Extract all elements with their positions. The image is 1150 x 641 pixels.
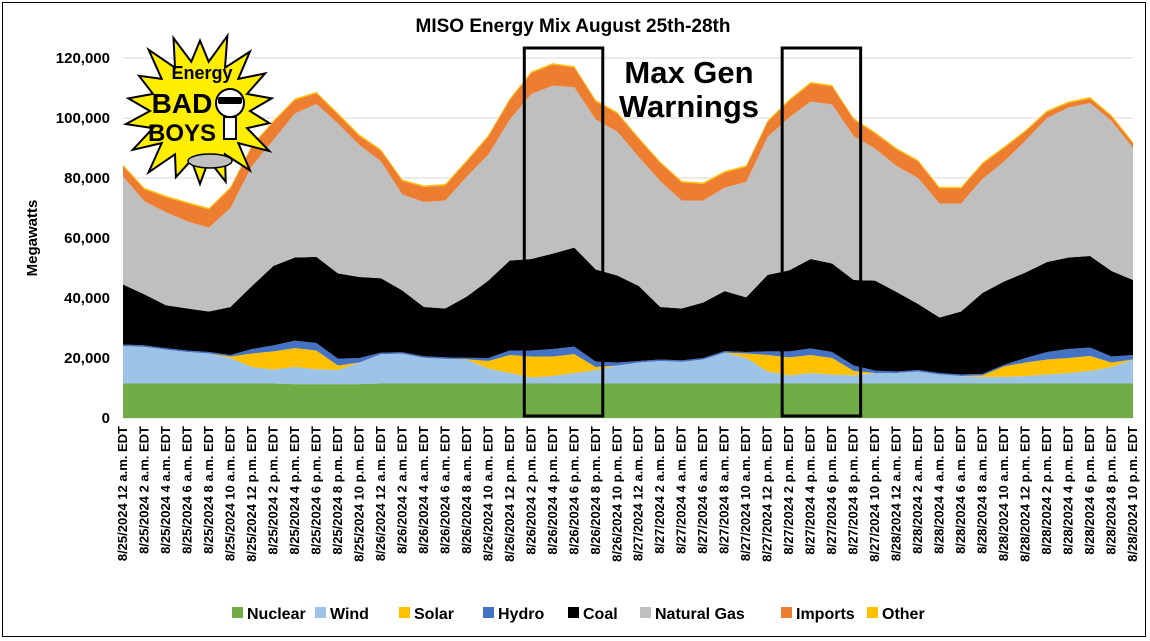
y-axis-label: Megawatts — [24, 200, 41, 277]
area-coal — [123, 247, 1133, 375]
x-tick-label: 8/27/2024 6 a.m. EDT — [695, 426, 710, 554]
x-tick-label: 8/28/2024 4 a.m. EDT — [932, 426, 947, 554]
x-tick-label: 8/26/2024 8 p.m. EDT — [588, 426, 603, 555]
y-tick-label: 40,000 — [64, 290, 110, 307]
legend-swatch-other — [867, 607, 878, 618]
x-tick-label: 8/26/2024 8 a.m. EDT — [459, 426, 474, 554]
x-tick-label: 8/28/2024 4 p.m. EDT — [1061, 426, 1076, 555]
x-tick-label: 8/26/2024 12 a.m. EDT — [373, 426, 388, 561]
legend-swatch-natural-gas — [640, 607, 651, 618]
x-tick-label: 8/26/2024 12 p.m. EDT — [502, 426, 517, 562]
x-tick-label: 8/26/2024 6 a.m. EDT — [437, 426, 452, 554]
x-tick-label: 8/25/2024 12 a.m. EDT — [115, 426, 130, 561]
y-axis-ticks: 0 20,000 40,000 60,000 80,000 100,000 120,000 — [56, 50, 110, 427]
logo-outlet — [187, 153, 233, 169]
x-tick-label: 8/28/2024 10 a.m. EDT — [996, 426, 1011, 561]
x-tick-label: 8/26/2024 10 p.m. EDT — [609, 426, 624, 562]
x-tick-label: 8/27/2024 12 a.m. EDT — [631, 426, 646, 561]
legend-swatch-wind — [315, 607, 326, 618]
x-tick-label: 8/27/2024 4 p.m. EDT — [803, 426, 818, 555]
y-tick-label: 0 — [102, 410, 110, 427]
x-tick-label: 8/28/2024 12 a.m. EDT — [889, 426, 904, 561]
area-natural-gas — [123, 85, 1133, 318]
area-wind — [123, 346, 1133, 385]
x-tick-label: 8/26/2024 2 p.m. EDT — [523, 426, 538, 555]
legend-swatch-solar — [399, 607, 410, 618]
legend-label-other: Other — [882, 606, 925, 623]
x-tick-label: 8/25/2024 10 a.m. EDT — [222, 426, 237, 561]
legend-label-wind: Wind — [330, 606, 369, 623]
logo-text-bad: BAD — [152, 88, 213, 119]
x-tick-label: 8/27/2024 2 p.m. EDT — [781, 426, 796, 555]
warning-boxes — [522, 46, 863, 418]
legend: Nuclear Wind Solar Hydro Coal Natural Gas Impo… — [232, 606, 925, 623]
x-tick-label: 8/27/2024 2 a.m. EDT — [652, 426, 667, 554]
y-tick-label: 60,000 — [64, 230, 110, 247]
legend-swatch-imports — [781, 607, 792, 618]
legend-label-imports: Imports — [796, 606, 855, 623]
legend-swatch-hydro — [483, 607, 494, 618]
legend-swatch-nuclear — [232, 607, 243, 618]
legend-label-coal: Coal — [583, 606, 618, 623]
x-tick-label: 8/27/2024 10 p.m. EDT — [867, 426, 882, 562]
y-tick-label: 20,000 — [64, 350, 110, 367]
legend-swatch-coal — [568, 607, 579, 618]
legend-label-hydro: Hydro — [498, 606, 544, 623]
annotation-line-1: Max Gen — [624, 55, 753, 90]
legend-label-nuclear: Nuclear — [247, 606, 306, 623]
logo-sunglasses — [218, 97, 242, 104]
chart-svg: 020,00040,00060,00080,000100,000120,000 … — [24, 16, 1140, 623]
x-tick-label: 8/25/2024 4 p.m. EDT — [287, 426, 302, 555]
x-tick-label: 8/28/2024 6 p.m. EDT — [1082, 426, 1097, 555]
x-tick-label: 8/25/2024 10 p.m. EDT — [351, 426, 366, 562]
legend-label-solar: Solar — [414, 606, 454, 623]
x-tick-label: 8/27/2024 6 p.m. EDT — [824, 426, 839, 555]
x-tick-label: 8/25/2024 12 p.m. EDT — [244, 426, 259, 562]
x-tick-label: 8/25/2024 6 p.m. EDT — [308, 426, 323, 555]
annotation-line-2: Warnings — [619, 89, 759, 124]
max-gen-annotation: Max Gen Warnings — [619, 55, 759, 124]
x-tick-label: 8/25/2024 4 a.m. EDT — [158, 426, 173, 554]
area-nuclear — [123, 383, 1133, 418]
logo-text-energy: Energy — [171, 63, 232, 83]
logo-starburst — [122, 32, 275, 187]
logo-bulb-body — [223, 116, 237, 140]
x-tick-label: 8/27/2024 8 p.m. EDT — [846, 426, 861, 555]
max-gen-warning-box — [522, 46, 605, 418]
chart-title: MISO Energy Mix August 25th-28th — [416, 16, 731, 37]
y-tick-label: 100,000 — [56, 110, 110, 127]
x-tick-label: 8/25/2024 8 p.m. EDT — [330, 426, 345, 555]
area-imports — [123, 64, 1133, 228]
legend-label-natural-gas: Natural Gas — [655, 606, 745, 623]
max-gen-warning-box — [780, 46, 863, 418]
x-tick-label: 8/25/2024 8 a.m. EDT — [201, 426, 216, 554]
x-tick-label: 8/27/2024 10 a.m. EDT — [738, 426, 753, 561]
logo-text-boys: BOYS — [148, 120, 216, 147]
x-tick-label: 8/26/2024 10 a.m. EDT — [480, 426, 495, 561]
x-tick-label: 8/27/2024 12 p.m. EDT — [760, 426, 775, 562]
x-tick-label: 8/28/2024 2 p.m. EDT — [1039, 426, 1054, 555]
x-tick-label: 8/26/2024 2 a.m. EDT — [394, 426, 409, 554]
x-tick-label: 8/28/2024 8 a.m. EDT — [975, 426, 990, 554]
x-tick-label: 8/28/2024 10 p.m. EDT — [1125, 426, 1140, 562]
x-tick-label: 8/26/2024 4 a.m. EDT — [416, 426, 431, 554]
x-tick-label: 8/25/2024 2 a.m. EDT — [136, 426, 151, 554]
x-tick-label: 8/26/2024 6 p.m. EDT — [566, 426, 581, 555]
x-tick-label: 8/28/2024 12 p.m. EDT — [1018, 426, 1033, 562]
stacked-areas — [123, 63, 1133, 418]
x-tick-label: 8/28/2024 2 a.m. EDT — [910, 426, 925, 554]
x-axis-ticks: 8/25/2024 12 a.m. EDT 8/25/2024 2 a.m. ED… — [115, 426, 1140, 562]
x-tick-label: 8/25/2024 6 a.m. EDT — [179, 426, 194, 554]
x-tick-label: 8/28/2024 6 a.m. EDT — [953, 426, 968, 554]
y-tick-label: 120,000 — [56, 50, 110, 67]
x-tick-label: 8/28/2024 8 p.m. EDT — [1104, 426, 1119, 555]
x-tick-label: 8/27/2024 8 a.m. EDT — [717, 426, 732, 554]
y-tick-label: 80,000 — [64, 170, 110, 187]
x-tick-label: 8/25/2024 2 p.m. EDT — [265, 426, 280, 555]
x-tick-label: 8/26/2024 4 p.m. EDT — [545, 426, 560, 555]
area-solar — [123, 346, 1133, 378]
x-tick-label: 8/27/2024 4 a.m. EDT — [674, 426, 689, 554]
